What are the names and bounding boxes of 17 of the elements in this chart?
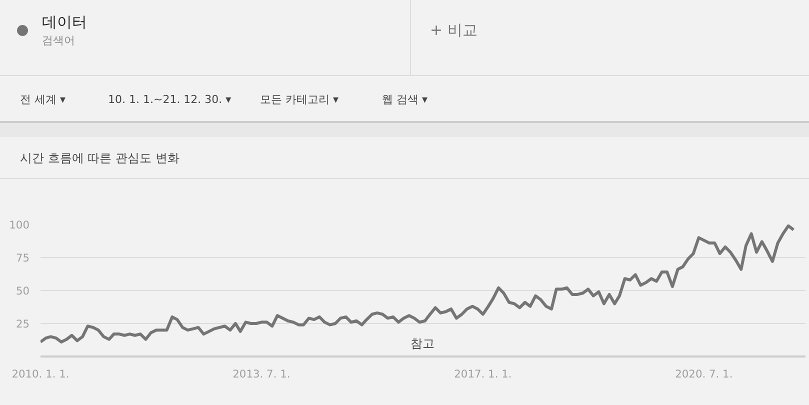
text: 전 세계 ▾ xyxy=(20,92,66,108)
x-tick-label: 2020. 7. 1. xyxy=(675,368,733,380)
y-tick-label: 50 xyxy=(16,284,30,298)
text: 웹 검색 ▾ xyxy=(382,92,428,108)
x-tick-label: 2010. 1. 1. xyxy=(12,368,70,380)
text: 모든 카테고리 ▾ xyxy=(260,92,339,108)
text: + 비교 xyxy=(430,20,478,41)
legend-label: 데이터 xyxy=(42,12,87,33)
text: 검색어 xyxy=(42,33,75,49)
chart-title: 시간 흐름에 따른 관심도 변화 xyxy=(20,150,180,167)
x-tick-label: 2017. 1. 1. xyxy=(454,368,512,380)
y-tick-label: 25 xyxy=(16,318,30,330)
x-tick-label: 2013. 7. 1. xyxy=(232,368,290,380)
annotation: 참고 xyxy=(410,336,434,350)
text: 10. 1. 1.~21. 12. 30. ▾ xyxy=(108,92,232,108)
y-tick-label: 100 xyxy=(9,218,30,232)
y-tick-label: 75 xyxy=(16,252,30,264)
